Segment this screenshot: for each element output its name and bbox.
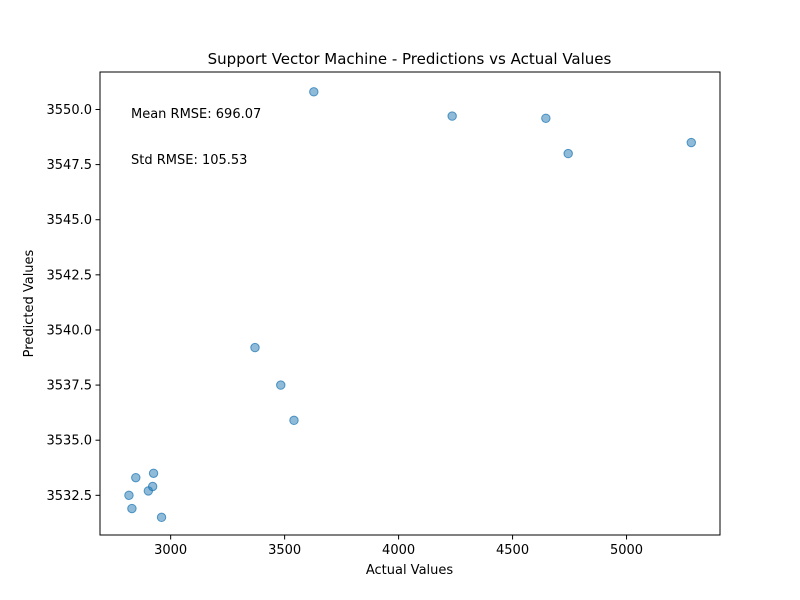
x-tick-label: 4000 [382, 543, 415, 558]
x-tick-label: 3000 [154, 543, 187, 558]
scatter-point [148, 468, 159, 478]
y-tick-label: 3550.0 [47, 103, 93, 118]
scatter-point [131, 472, 141, 483]
scatter-point [541, 113, 551, 124]
std-rmse-annotation: Std RMSE: 105.53 [131, 153, 247, 168]
y-tick-label: 3545.0 [47, 213, 93, 228]
scatter-point [447, 111, 457, 121]
scatter-point [276, 380, 286, 390]
scatter-point [124, 490, 134, 501]
scatter-point [143, 486, 154, 496]
x-tick-label: 4500 [496, 543, 529, 558]
scatter-point [250, 342, 260, 353]
y-tick-label: 3547.5 [47, 158, 93, 173]
scatter-point [289, 415, 299, 426]
plot-area [99, 71, 721, 536]
x-axis-title: Actual Values [366, 563, 454, 578]
x-tick-label: 3500 [268, 543, 301, 558]
y-tick-label: 3532.5 [47, 489, 93, 504]
mean-rmse-annotation: Mean RMSE: 696.07 [131, 107, 261, 122]
x-tick-label: 5000 [610, 543, 643, 558]
y-axis: 3532.5 3535.0 3537.5 3540.0 3542.5 3545.0 3547… [47, 103, 100, 504]
chart-title: Support Vector Machine - Predictions vs … [208, 50, 612, 68]
data-points [124, 87, 696, 523]
scatter-point [686, 137, 696, 148]
plot-frame [99, 71, 721, 536]
scatter-point [563, 148, 573, 159]
x-axis: 3000 3500 4000 4500 5000 [154, 535, 643, 558]
y-tick-label: 3537.5 [47, 379, 93, 394]
scatter-point [309, 87, 319, 97]
scatter-point [156, 512, 167, 523]
scatter-point [127, 503, 137, 514]
y-tick-label: 3542.5 [47, 268, 93, 283]
y-tick-label: 3540.0 [47, 323, 93, 338]
y-axis-title: Predicted Values [22, 249, 37, 357]
y-tick-label: 3535.0 [47, 434, 93, 449]
